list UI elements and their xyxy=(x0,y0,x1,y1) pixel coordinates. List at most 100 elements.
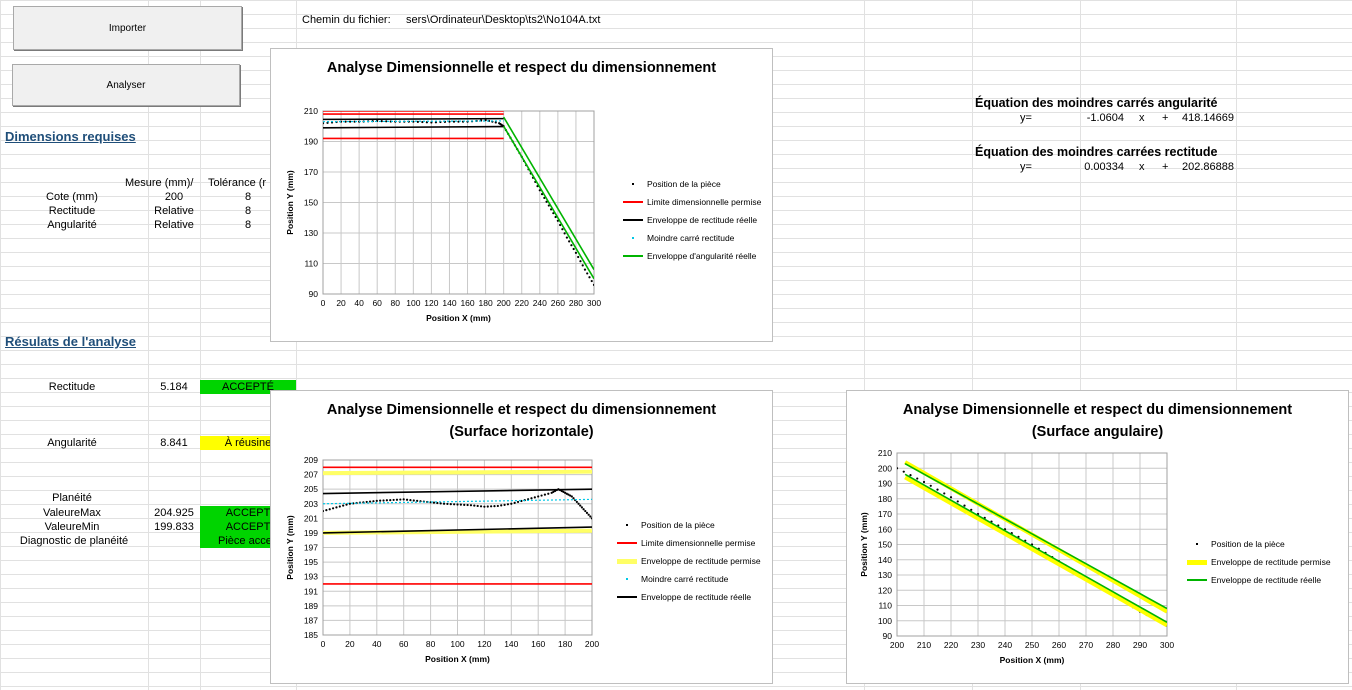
req-tolerance-cote[interactable]: 8 xyxy=(244,191,252,203)
equation-straight-title: Équation des moindres carrées rectitude xyxy=(975,145,1218,159)
x-tick-label: 60 xyxy=(372,298,382,308)
x-tick-label: 40 xyxy=(354,298,364,308)
legend-swatch xyxy=(617,578,637,580)
series-position-de-la-pi-ce-point xyxy=(582,508,585,511)
series-position-de-la-pi-ce-point xyxy=(510,502,513,505)
series-position-de-la-pi-ce-point xyxy=(476,504,479,508)
y-axis-label: Position Y (mm) xyxy=(285,170,295,235)
series-position-de-la-pi-ce-point xyxy=(549,208,553,211)
y-tick-label: 190 xyxy=(304,137,318,147)
legend-label: Moindre carré rectitude xyxy=(647,233,735,243)
series-position-de-la-pi-ce-point xyxy=(325,509,328,512)
legend-entry: Enveloppe de rectitude permise xyxy=(617,552,761,570)
legend-swatch xyxy=(617,524,637,526)
series-position-de-la-pi-ce-point xyxy=(563,232,566,235)
legend-label: Limite dimensionnelle permise xyxy=(647,197,762,207)
series-position-de-la-pi-ce-point xyxy=(368,500,372,503)
series-position-de-la-pi-ce-point xyxy=(565,236,568,239)
series-position-de-la-pi-ce-point xyxy=(513,501,516,504)
legend-entry: Enveloppe de rectitude permise xyxy=(1187,553,1331,571)
series-group xyxy=(323,111,594,286)
series-enveloppe-de-rectitude-r-elle-line xyxy=(323,125,504,129)
series-position-de-la-pi-ce-point xyxy=(449,503,452,506)
chart-legend: Position de la pièce Enveloppe de rectitu… xyxy=(1187,535,1331,589)
column-divider xyxy=(972,0,973,690)
x-tick-label: 160 xyxy=(531,639,545,649)
legend-entry: Enveloppe d'angularité réelle xyxy=(623,247,761,265)
legend-label: Position de la pièce xyxy=(647,179,721,189)
legend-entry: Position de la pièce xyxy=(623,175,761,193)
legend-label: Moindre carré rectitude xyxy=(641,574,729,584)
series-position-de-la-pi-ce-point xyxy=(483,505,486,508)
analyse-button[interactable]: Analyser xyxy=(12,64,240,106)
chart-overall[interactable]: Analyse Dimensionnelle et respect du dim… xyxy=(270,48,773,342)
series-position-de-la-pi-ce-point xyxy=(379,499,382,502)
req-measure-angularite[interactable]: Relative xyxy=(154,219,194,231)
series-position-de-la-pi-ce-point xyxy=(559,223,562,227)
column-divider xyxy=(200,0,201,690)
series-position-de-la-pi-ce-point xyxy=(572,497,575,500)
series-position-de-la-pi-ce-point xyxy=(395,498,399,501)
equation-angular-x: x xyxy=(1139,112,1145,124)
legend-label: Position de la pièce xyxy=(1211,539,1285,549)
equation-angular-y: y= xyxy=(1020,112,1032,124)
file-path-value[interactable]: sers\Ordinateur\Desktop\ts2\No104A.txt xyxy=(406,14,601,26)
y-tick-label: 197 xyxy=(304,543,318,553)
series-position-de-la-pi-ce-point xyxy=(592,283,594,286)
series-position-de-la-pi-ce-point xyxy=(936,488,939,491)
series-position-de-la-pi-ce-point xyxy=(335,506,338,509)
equation-straight-intercept: 202.86888 xyxy=(1182,161,1234,173)
y-axis-label: Position Y (mm) xyxy=(285,515,295,580)
req-label-rectitude: Rectitude xyxy=(48,205,96,217)
chart-plot: 0 20 40 60 80 100 120 140 160 180 200 220 240 260 280 3… xyxy=(285,106,601,323)
legend-label: Limite dimensionnelle permise xyxy=(641,538,756,548)
equation-straight-x: x xyxy=(1139,161,1145,173)
series-position-de-la-pi-ce-point xyxy=(416,120,419,123)
x-tick-label: 0 xyxy=(321,639,326,649)
series-position-de-la-pi-ce-point xyxy=(916,477,919,480)
series-position-de-la-pi-ce-point xyxy=(494,121,497,124)
y-tick-label: 187 xyxy=(304,615,318,625)
result-label-diagnostic: Diagnostic de planéité xyxy=(19,535,129,547)
y-tick-label: 191 xyxy=(304,586,318,596)
x-axis-label: Position X (mm) xyxy=(1000,655,1065,665)
legend-entry: Position de la pièce xyxy=(617,516,761,534)
legend-entry: Enveloppe de rectitude réelle xyxy=(617,588,761,606)
x-tick-label: 200 xyxy=(497,298,511,308)
series-position-de-la-pi-ce-point xyxy=(345,503,348,506)
chart-angular-surface[interactable]: Analyse Dimensionnelle et respect du dim… xyxy=(846,390,1349,684)
x-tick-label: 100 xyxy=(450,639,464,649)
column-divider xyxy=(148,0,149,690)
legend-swatch xyxy=(1187,559,1207,565)
series-position-de-la-pi-ce-point xyxy=(577,502,580,505)
y-tick-label: 185 xyxy=(304,630,318,640)
series-position-de-la-pi-ce-point xyxy=(331,507,335,510)
series-position-de-la-pi-ce-point xyxy=(463,503,466,506)
req-tolerance-angularite[interactable]: 8 xyxy=(244,219,252,231)
result-label-valmax: ValeureMax xyxy=(43,507,101,519)
column-divider xyxy=(864,0,865,690)
series-position-de-la-pi-ce-point xyxy=(537,495,540,498)
series-group xyxy=(897,460,1167,628)
series-position-de-la-pi-ce-point xyxy=(588,276,591,279)
chart-horizontal-surface[interactable]: Analyse Dimensionnelle et respect du dim… xyxy=(270,390,773,684)
y-tick-label: 203 xyxy=(304,499,318,509)
series-position-de-la-pi-ce-point xyxy=(530,497,533,500)
req-tolerance-rectitude[interactable]: 8 xyxy=(244,205,252,217)
series-position-de-la-pi-ce-point xyxy=(547,204,550,207)
chart-plot: 0 20 40 60 80 100 120 140 160 180 200 185 187 189 191 1… xyxy=(285,455,599,664)
req-label-cote: Cote (mm) xyxy=(46,191,98,203)
req-measure-rectitude[interactable]: Relative xyxy=(154,205,194,217)
series-position-de-la-pi-ce-point xyxy=(956,500,959,503)
result-value-valmax: 204.925 xyxy=(154,507,194,519)
series-position-de-la-pi-ce-point xyxy=(439,502,442,505)
legend-swatch xyxy=(623,237,643,239)
legend-label: Enveloppe d'angularité réelle xyxy=(647,251,757,261)
series-position-de-la-pi-ce-point xyxy=(575,500,578,504)
x-tick-label: 120 xyxy=(424,298,438,308)
series-position-de-la-pi-ce-point xyxy=(564,491,567,494)
series-position-de-la-pi-ce-point xyxy=(430,121,433,124)
import-button[interactable]: Importer xyxy=(13,6,242,50)
x-tick-label: 290 xyxy=(1133,640,1147,650)
req-measure-cote[interactable]: 200 xyxy=(164,191,184,203)
